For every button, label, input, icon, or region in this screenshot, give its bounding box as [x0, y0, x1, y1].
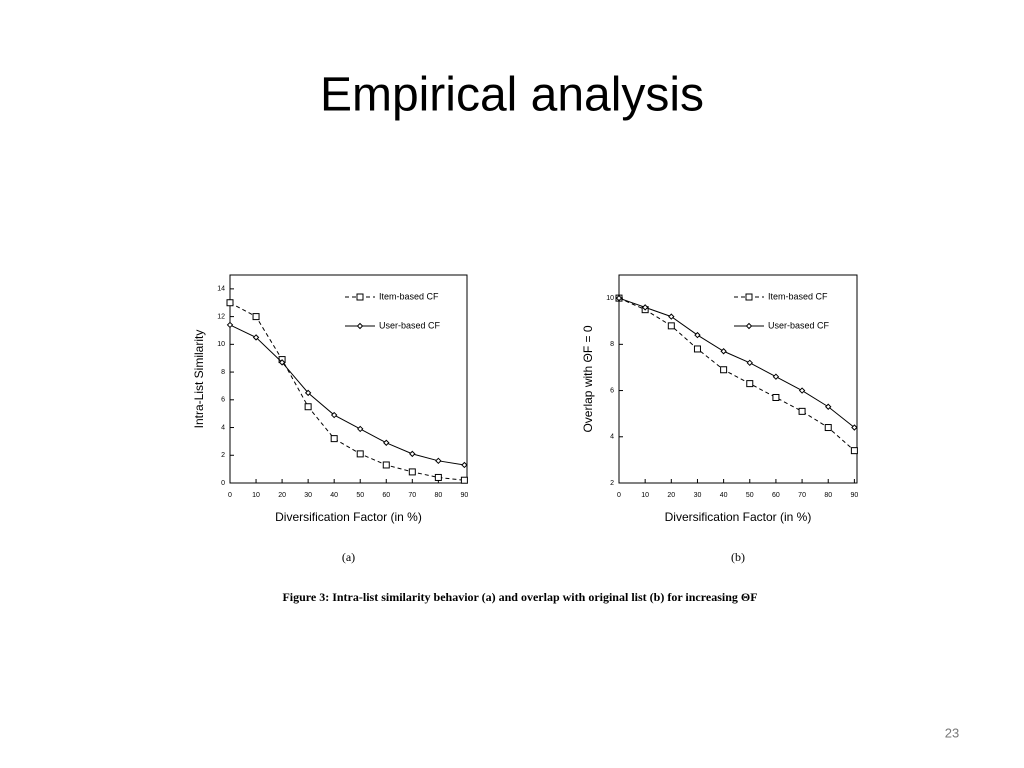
marker	[746, 359, 753, 367]
y-tick-label: 6	[610, 387, 614, 394]
x-tick-label: 50	[746, 492, 754, 499]
x-tick-label: 50	[356, 492, 364, 499]
legend-label: Item-based CF	[768, 291, 828, 301]
x-tick-label: 70	[408, 492, 416, 499]
legend-marker	[745, 293, 753, 301]
x-tick-label: 40	[720, 492, 728, 499]
marker	[252, 334, 260, 341]
legend-marker	[356, 322, 364, 330]
marker	[278, 359, 286, 366]
legend-label: User-based CF	[768, 320, 830, 330]
marker	[667, 322, 675, 330]
series-line	[229, 302, 465, 481]
marker	[668, 313, 675, 320]
legend-marker	[356, 293, 364, 301]
marker	[798, 387, 806, 394]
marker	[720, 348, 727, 355]
marker	[461, 461, 468, 469]
sub-label: (a)	[342, 550, 355, 564]
y-tick-label: 2	[221, 452, 225, 459]
slide-title: Empirical analysis	[320, 69, 704, 122]
marker	[357, 425, 364, 433]
y-tick-label: 4	[221, 424, 225, 431]
y-tick-label: 2	[610, 480, 614, 487]
y-tick-label: 6	[221, 397, 225, 404]
marker	[409, 450, 416, 458]
series-line	[618, 297, 855, 452]
y-tick-label: 14	[217, 286, 225, 293]
marker	[383, 439, 390, 446]
x-tick-label: 0	[228, 492, 232, 499]
x-tick-label: 80	[824, 492, 832, 499]
x-tick-label: 10	[252, 492, 260, 499]
marker	[746, 380, 754, 388]
y-axis-label: Overlap with ΘF = 0	[581, 325, 595, 432]
x-tick-label: 30	[694, 492, 702, 499]
marker	[434, 473, 442, 481]
marker	[226, 299, 234, 307]
marker	[408, 468, 416, 476]
marker	[641, 304, 649, 311]
x-tick-label: 90	[460, 492, 468, 499]
legend-marker	[745, 322, 753, 330]
figure-caption: Figure 3: Intra-list similarity behavior…	[282, 590, 757, 604]
x-tick-label: 60	[772, 492, 780, 499]
x-axis-label: Diversification Factor (in %)	[665, 510, 812, 524]
plot-frame	[229, 274, 468, 484]
y-tick-label: 0	[221, 480, 225, 487]
x-tick-label: 60	[382, 492, 390, 499]
x-tick-label: 10	[641, 492, 649, 499]
sub-label: (b)	[731, 550, 745, 564]
marker	[693, 345, 701, 353]
marker	[330, 435, 338, 443]
y-tick-label: 10	[217, 341, 225, 348]
marker	[825, 403, 832, 410]
x-axis-label: Diversification Factor (in %)	[275, 510, 422, 524]
x-tick-label: 30	[304, 492, 312, 499]
series-line	[618, 297, 855, 428]
marker	[304, 389, 312, 397]
y-tick-label: 4	[610, 434, 614, 441]
marker	[720, 366, 728, 374]
x-tick-label: 40	[330, 492, 338, 499]
marker	[850, 447, 858, 455]
marker	[382, 461, 390, 469]
y-tick-label: 8	[610, 341, 614, 348]
x-tick-label: 80	[434, 492, 442, 499]
y-axis-label: Intra-List Similarity	[192, 330, 206, 429]
marker	[252, 313, 260, 321]
legend-label: User-based CF	[379, 320, 441, 330]
marker	[615, 294, 623, 302]
y-tick-label: 8	[221, 369, 225, 376]
y-tick-label: 10	[606, 295, 614, 302]
marker	[772, 373, 780, 380]
y-tick-label: 12	[217, 313, 225, 320]
marker	[226, 321, 234, 329]
x-tick-label: 20	[667, 492, 675, 499]
page-number: 23	[945, 725, 959, 740]
marker	[435, 457, 442, 465]
x-tick-label: 90	[850, 492, 858, 499]
marker	[460, 476, 468, 484]
x-tick-label: 70	[798, 492, 806, 499]
marker	[851, 424, 858, 431]
marker	[356, 450, 364, 458]
series-line	[229, 324, 465, 466]
marker	[824, 424, 832, 432]
x-tick-label: 0	[617, 492, 621, 499]
marker	[330, 411, 338, 419]
marker	[694, 331, 701, 339]
legend-label: Item-based CF	[379, 291, 439, 301]
marker	[772, 393, 780, 401]
marker	[798, 407, 806, 415]
x-tick-label: 20	[278, 492, 286, 499]
plot-frame	[618, 274, 858, 484]
marker	[304, 403, 312, 411]
